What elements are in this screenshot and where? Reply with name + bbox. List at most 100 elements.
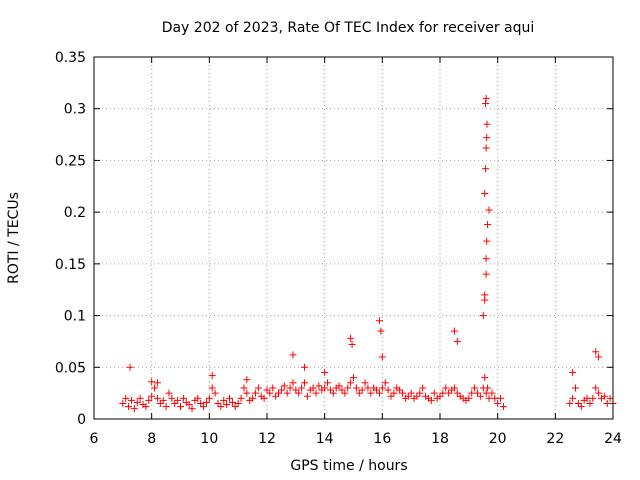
data-point: [484, 384, 492, 392]
data-point: [309, 384, 317, 392]
x-tick-label: 8: [147, 431, 156, 447]
data-point: [251, 389, 259, 397]
x-axis-label: GPS time / hours: [290, 458, 407, 474]
y-tick-label: 0.3: [64, 102, 86, 118]
data-point: [595, 389, 603, 397]
y-tick-label: 0.1: [64, 309, 86, 325]
data-point: [156, 399, 164, 407]
data-point: [387, 392, 395, 400]
data-point: [384, 386, 392, 394]
data-point: [453, 389, 461, 397]
data-point: [377, 327, 385, 335]
data-point: [407, 389, 415, 397]
data-point: [324, 379, 332, 387]
data-point: [162, 403, 170, 411]
data-point: [142, 403, 150, 411]
data-point: [381, 379, 389, 387]
data-point: [577, 403, 585, 411]
data-point: [130, 405, 138, 413]
data-point: [378, 353, 386, 361]
data-point: [151, 384, 159, 392]
y-tick-label: 0: [77, 412, 86, 428]
data-point: [159, 396, 167, 404]
data-point: [471, 384, 479, 392]
data-point: [419, 384, 427, 392]
data-point: [254, 384, 262, 392]
data-point: [179, 394, 187, 402]
data-point: [298, 384, 306, 392]
x-tick-label: 22: [546, 431, 564, 447]
data-point: [442, 384, 450, 392]
data-point: [217, 403, 225, 411]
data-point: [483, 134, 491, 142]
data-point: [482, 100, 490, 108]
data-point: [249, 394, 257, 402]
data-point: [269, 384, 277, 392]
data-point: [326, 386, 334, 394]
data-point: [600, 392, 608, 400]
y-tick-label: 0.05: [55, 360, 86, 376]
plot-frame: [93, 56, 614, 420]
y-tick-label: 0.35: [55, 50, 86, 66]
data-point: [482, 255, 490, 263]
data-point: [205, 394, 213, 402]
data-point: [119, 399, 127, 407]
data-point: [569, 368, 577, 376]
data-point: [453, 337, 461, 345]
data-point: [482, 144, 490, 152]
data-point: [413, 392, 421, 400]
data-point: [347, 379, 355, 387]
data-point: [465, 394, 473, 402]
data-point: [197, 399, 205, 407]
data-point: [231, 403, 239, 411]
data-point: [168, 394, 176, 402]
data-point: [473, 389, 481, 397]
data-point: [272, 392, 280, 400]
data-point: [208, 384, 216, 392]
data-point: [303, 392, 311, 400]
data-point: [127, 396, 135, 404]
data-point: [188, 405, 196, 413]
data-point: [589, 394, 597, 402]
x-tick-label: 14: [316, 431, 334, 447]
data-point: [329, 389, 337, 397]
chart-title: Day 202 of 2023, Rate Of TEC Index for r…: [162, 20, 535, 36]
data-point: [133, 398, 141, 406]
data-point: [483, 237, 491, 245]
data-point: [165, 389, 173, 397]
data-point: [194, 394, 202, 402]
data-point: [341, 389, 349, 397]
data-point: [396, 386, 404, 394]
data-point: [375, 389, 383, 397]
data-point: [481, 374, 489, 382]
data-point: [211, 389, 219, 397]
data-point: [185, 401, 193, 409]
data-point: [399, 389, 407, 397]
data-point: [436, 392, 444, 400]
data-point: [214, 399, 222, 407]
y-tick-label: 0.25: [55, 153, 86, 169]
data-point: [226, 394, 234, 402]
data-point: [136, 394, 144, 402]
data-point: [390, 389, 398, 397]
data-point: [125, 403, 133, 411]
data-point: [289, 379, 297, 387]
data-point: [348, 341, 356, 349]
data-point: [260, 394, 268, 402]
y-tick-label: 0.15: [55, 257, 86, 273]
data-point: [338, 386, 346, 394]
data-point: [208, 372, 216, 380]
data-point: [126, 363, 134, 371]
data-point: [280, 382, 288, 390]
x-tick-label: 16: [373, 431, 391, 447]
data-point: [483, 120, 491, 128]
data-point: [321, 384, 329, 392]
data-point: [488, 389, 496, 397]
data-point: [315, 382, 323, 390]
data-point: [352, 384, 360, 392]
data-point: [153, 394, 161, 402]
data-points: [119, 94, 617, 413]
data-point: [234, 399, 242, 407]
data-point: [367, 389, 375, 397]
